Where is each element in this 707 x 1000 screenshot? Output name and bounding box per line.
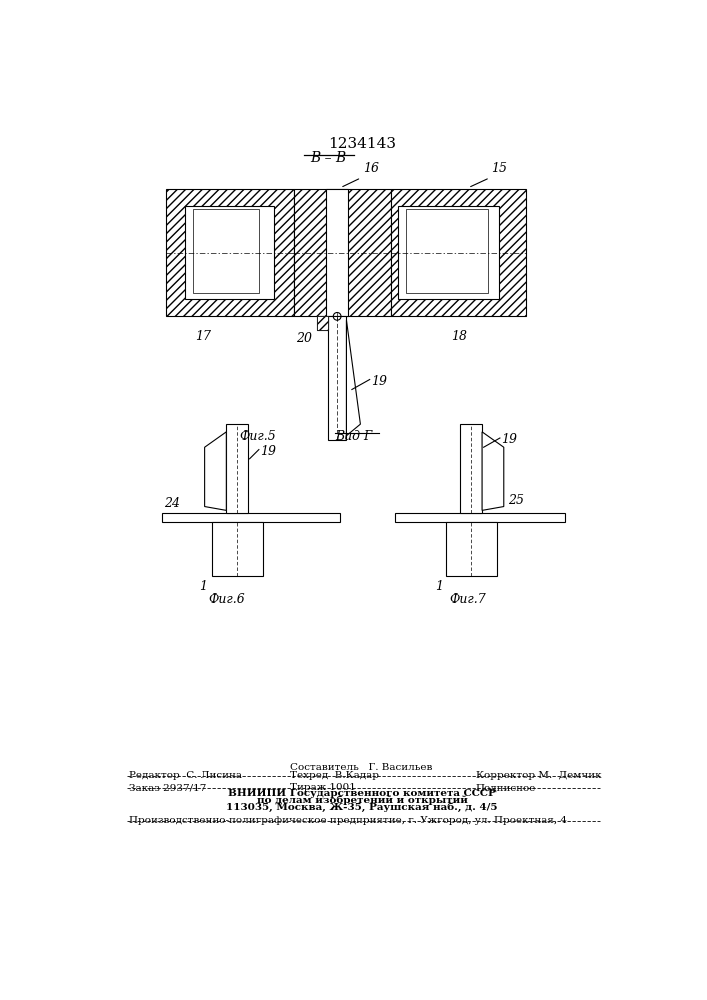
Bar [226, 424, 248, 513]
Bar [426, 210, 468, 287]
Polygon shape [482, 432, 504, 510]
Text: 18: 18 [451, 330, 467, 343]
Bar [166, 189, 293, 316]
Text: Вид Г: Вид Г [335, 430, 372, 443]
Bar [212, 522, 263, 576]
Text: 20: 20 [296, 332, 312, 345]
Bar [395, 513, 565, 522]
Text: Производственно-полиграфическое предприятие, г. Ужгород, ул. Проектная, 4: Производственно-полиграфическое предприя… [129, 816, 567, 825]
Text: 1: 1 [435, 580, 443, 593]
Text: Подписное: Подписное [476, 783, 536, 792]
Polygon shape [346, 320, 361, 436]
Bar [206, 210, 249, 287]
Text: 19: 19 [260, 445, 276, 458]
Bar [317, 316, 328, 330]
Text: Фиг.5: Фиг.5 [240, 430, 276, 443]
Text: Фиг.6: Фиг.6 [208, 593, 245, 606]
Text: 16: 16 [363, 162, 380, 175]
Text: 24: 24 [163, 497, 180, 510]
Text: Заказ 2937/17: Заказ 2937/17 [129, 783, 206, 792]
Bar [327, 189, 348, 316]
Text: Тираж 1001: Тираж 1001 [290, 783, 356, 792]
Text: по делам изобретений и открытий: по делам изобретений и открытий [257, 796, 467, 805]
Text: Фиг.7: Фиг.7 [450, 593, 486, 606]
Text: В – В: В – В [310, 151, 346, 165]
Bar [317, 316, 328, 330]
Bar [293, 189, 391, 316]
Bar [185, 206, 274, 299]
Text: 19: 19 [501, 433, 518, 446]
Bar [328, 316, 346, 440]
Text: 1234143: 1234143 [328, 137, 396, 151]
Text: 17: 17 [195, 330, 211, 343]
Text: 15: 15 [491, 162, 508, 175]
Text: ВНИИПИ Государственного комитета СССР: ВНИИПИ Государственного комитета СССР [228, 789, 496, 798]
Text: 1: 1 [199, 580, 207, 593]
Text: 19: 19 [371, 375, 387, 388]
Text: 25: 25 [508, 494, 525, 507]
Bar [460, 424, 482, 513]
Bar [398, 206, 499, 299]
Bar [406, 209, 488, 293]
Bar [193, 209, 259, 293]
Text: Техред  В.Кадар: Техред В.Кадар [290, 771, 379, 780]
Bar [446, 522, 497, 576]
Polygon shape [204, 432, 226, 510]
Bar [391, 189, 526, 316]
Bar [162, 513, 340, 522]
Text: Корректор М.  Демчик: Корректор М. Демчик [476, 771, 602, 780]
Text: Составитель   Г. Васильев: Составитель Г. Васильев [290, 763, 432, 772]
Text: 113035, Москва, Ж-35, Раушская наб., д. 4/5: 113035, Москва, Ж-35, Раушская наб., д. … [226, 803, 498, 812]
Text: Редактор  С. Лисина: Редактор С. Лисина [129, 771, 242, 780]
